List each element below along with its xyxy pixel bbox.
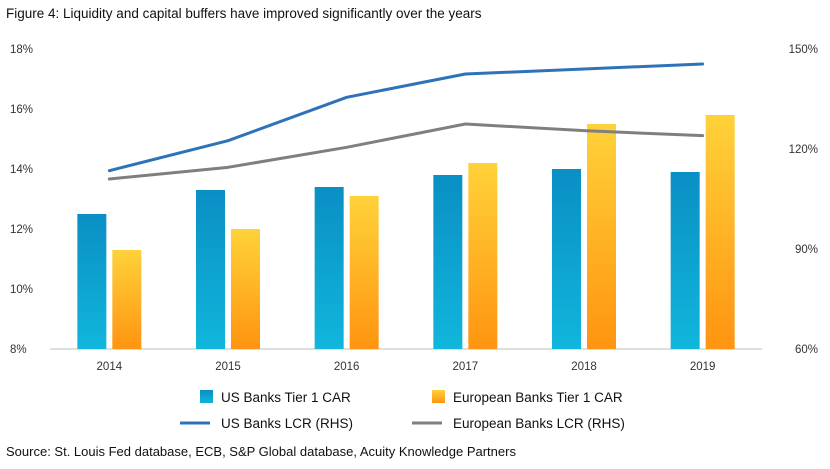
legend-item: European Banks Tier 1 CAR [432,390,623,405]
combo-chart: 8% 10% 12% 14% 16% 18% 60% 90% 120% 150% 2014 2015 2… [10,44,818,431]
x-tick-label: 2017 [453,361,479,373]
y2-tick-label: 120% [789,144,818,156]
eu-tier1-bar [112,250,142,349]
us-tier1-bar [77,214,107,349]
x-tick-label: 2016 [334,361,360,373]
eu-tier1-bar [231,229,260,349]
us-tier1-bar [314,187,344,349]
eu-tier1-bar [705,115,735,349]
y2-tick-label: 150% [789,44,818,56]
eu-tier1-bar [468,163,498,349]
legend-label: US Banks LCR (RHS) [221,416,353,431]
y-tick-label: 12% [10,224,33,236]
us-tier1-bar [670,172,700,349]
source-note: Source: St. Louis Fed database, ECB, S&P… [6,444,516,459]
x-tick-label: 2014 [97,361,123,373]
y-tick-label: 14% [10,164,33,176]
us-tier1-bar [552,169,581,349]
y2-tick-label: 60% [795,344,818,356]
chart-title: Figure 4: Liquidity and capital buffers … [6,6,482,21]
y-tick-label: 8% [10,344,27,356]
chart-legend: US Banks Tier 1 CAR European Banks Tier 1… [180,390,625,431]
x-tick-label: 2019 [690,361,716,373]
legend-swatch [432,390,445,403]
y-tick-label: 10% [10,284,33,296]
legend-label: European Banks Tier 1 CAR [453,390,623,405]
y2-tick-label: 90% [795,244,818,256]
legend-label: US Banks Tier 1 CAR [221,390,351,405]
y-tick-label: 18% [10,44,33,56]
y-tick-label: 16% [10,104,33,116]
chart-axes: 8% 10% 12% 14% 16% 18% 60% 90% 120% 150% 2014 2015 2… [10,44,818,373]
line-series [107,62,705,181]
x-tick-label: 2015 [215,361,241,373]
legend-item: European Banks LCR (RHS) [412,416,625,431]
legend-swatch [200,390,213,403]
legend-label: European Banks LCR (RHS) [453,416,625,431]
us-tier1-bar [433,175,463,349]
eu-tier1-bar [587,124,616,349]
us-tier1-bar [196,190,225,349]
eu-lcr-line [107,122,705,181]
legend-item: US Banks Tier 1 CAR [200,390,351,405]
us-lcr-line [107,62,705,173]
x-tick-label: 2018 [571,361,597,373]
bar-series [77,115,735,349]
eu-tier1-bar [349,196,379,349]
legend-item: US Banks LCR (RHS) [180,416,353,431]
